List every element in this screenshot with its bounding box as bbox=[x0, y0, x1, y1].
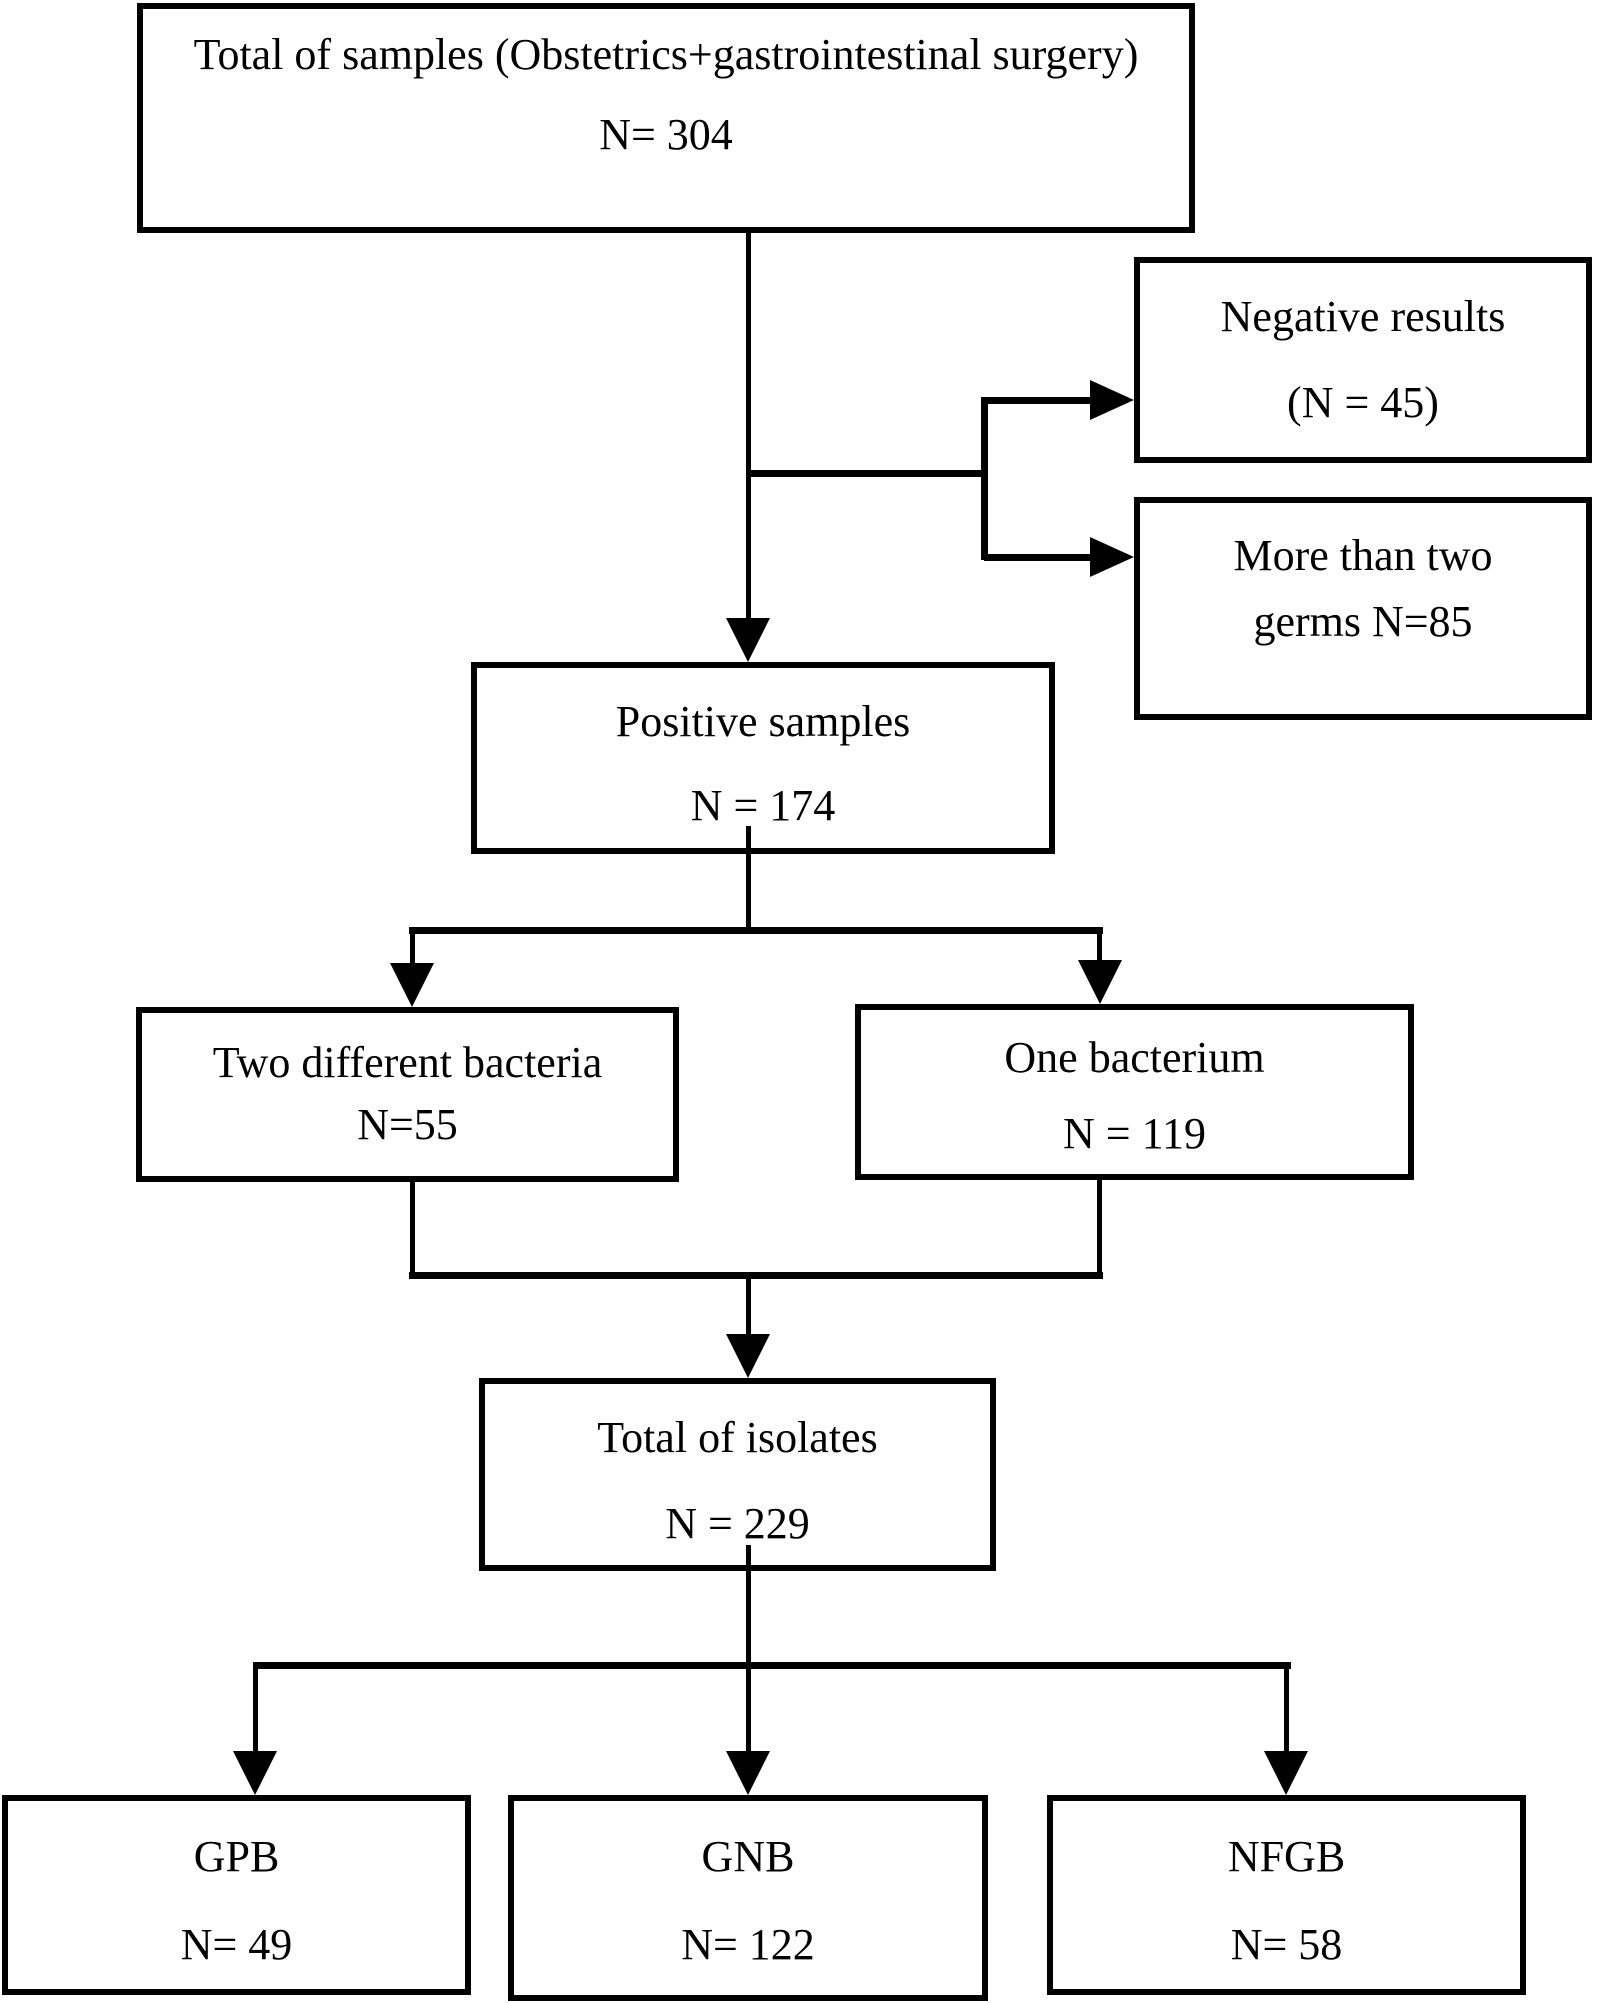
node-two-different-bacteria-title: Two different bacteria bbox=[212, 1038, 603, 1087]
connector-merge-down bbox=[746, 1272, 751, 1334]
connector-to-more-germs bbox=[984, 554, 1094, 561]
node-two-different-bacteria: Two different bacteria N=55 bbox=[136, 1007, 679, 1182]
connector-branch-vertical bbox=[981, 397, 988, 560]
node-one-bacterium-title: One bacterium bbox=[1004, 1033, 1265, 1082]
connector-merge-right bbox=[1097, 1180, 1102, 1279]
node-negative-results: Negative results (N = 45) bbox=[1134, 257, 1592, 463]
node-positive-samples-n: N = 174 bbox=[690, 781, 836, 830]
arrowhead-to-one-bacterium bbox=[1078, 960, 1122, 1004]
node-total-isolates-title: Total of isolates bbox=[597, 1413, 878, 1462]
node-one-bacterium-n: N = 119 bbox=[1063, 1109, 1206, 1158]
node-more-than-two-germs: More than two germs N=85 bbox=[1134, 497, 1592, 720]
connector-merge-horizontal bbox=[409, 1272, 1103, 1279]
arrowhead-to-nfgb bbox=[1264, 1751, 1308, 1795]
node-more-than-two-germs-label: More than two germs N=85 bbox=[1233, 531, 1493, 646]
arrowhead-to-positive-samples bbox=[726, 618, 770, 662]
node-two-different-bacteria-n: N=55 bbox=[357, 1100, 458, 1149]
node-nfgb: NFGB N= 58 bbox=[1047, 1795, 1526, 1995]
connector-down-gnb bbox=[746, 1669, 751, 1751]
node-total-samples-title: Total of samples (Obstetrics+gastrointes… bbox=[193, 30, 1139, 79]
connector-bottom-splitter bbox=[253, 1662, 1291, 1669]
node-total-isolates-n: N = 229 bbox=[665, 1499, 810, 1548]
connector-split-horizontal bbox=[409, 927, 1103, 934]
arrowhead-to-total-isolates bbox=[726, 1334, 770, 1378]
connector-spine-top bbox=[746, 233, 751, 620]
node-negative-results-title: Negative results bbox=[1220, 292, 1506, 341]
node-nfgb-title: NFGB bbox=[1227, 1832, 1346, 1881]
connector-merge-left bbox=[410, 1182, 415, 1279]
arrowhead-to-more-germs bbox=[1090, 537, 1134, 577]
node-gnb-title: GNB bbox=[701, 1832, 795, 1881]
arrowhead-to-two-bacteria bbox=[390, 963, 434, 1007]
node-total-samples-n: N= 304 bbox=[599, 110, 733, 159]
connector-branch-horizontal bbox=[746, 470, 986, 477]
node-total-isolates: Total of isolates N = 229 bbox=[479, 1378, 996, 1571]
node-gpb-title: GPB bbox=[193, 1832, 280, 1881]
arrowhead-to-negative-results bbox=[1090, 380, 1134, 420]
arrowhead-to-gpb bbox=[233, 1751, 277, 1795]
node-positive-samples: Positive samples N = 174 bbox=[471, 662, 1055, 854]
node-nfgb-n: N= 58 bbox=[1230, 1920, 1343, 1969]
node-gnb-n: N= 122 bbox=[681, 1920, 815, 1969]
connector-down-right bbox=[1097, 927, 1102, 964]
connector-down-gpb bbox=[253, 1662, 258, 1751]
node-gnb: GNB N= 122 bbox=[508, 1795, 988, 2001]
connector-to-negative-results bbox=[984, 397, 1094, 404]
node-positive-samples-title: Positive samples bbox=[615, 697, 911, 746]
connector-down-nfgb bbox=[1284, 1662, 1289, 1751]
node-gpb: GPB N= 49 bbox=[2, 1795, 471, 1995]
node-total-samples: Total of samples (Obstetrics+gastrointes… bbox=[137, 3, 1195, 233]
node-gpb-n: N= 49 bbox=[180, 1920, 293, 1969]
connector-isolates-stub bbox=[746, 1545, 751, 1669]
arrowhead-to-gnb bbox=[726, 1751, 770, 1795]
connector-positive-samples-stub bbox=[746, 826, 751, 930]
connector-down-left bbox=[410, 927, 415, 967]
node-negative-results-n: (N = 45) bbox=[1287, 378, 1439, 427]
node-one-bacterium: One bacterium N = 119 bbox=[855, 1004, 1414, 1180]
